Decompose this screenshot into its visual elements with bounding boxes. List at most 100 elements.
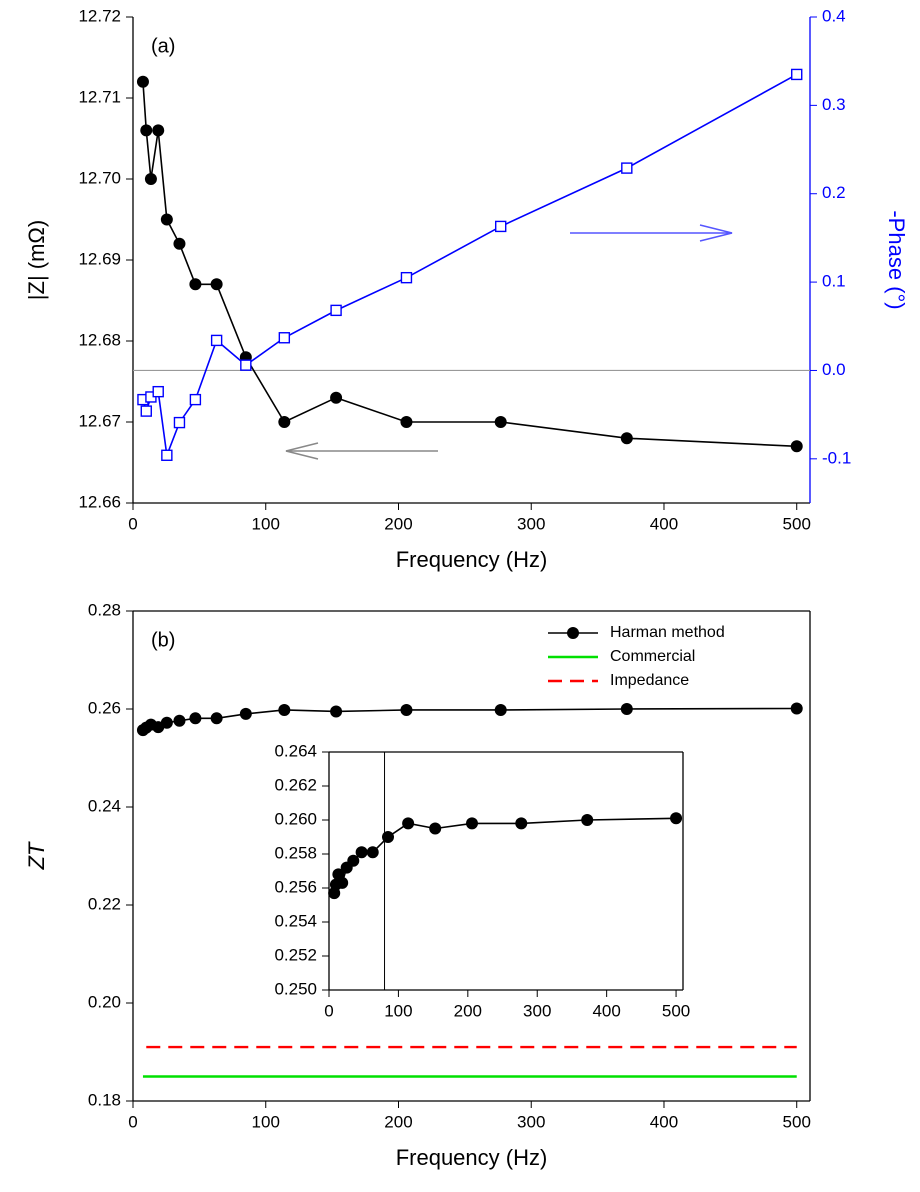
y2-tick-label: 0.3: [822, 95, 846, 114]
marker: [160, 716, 173, 729]
y-tick-label: 0.250: [274, 979, 317, 998]
x-tick-label: 500: [783, 1112, 811, 1131]
marker: [210, 278, 223, 291]
marker: [239, 707, 252, 720]
marker: [173, 237, 186, 250]
x-tick-label: 400: [592, 1001, 620, 1020]
marker: [355, 846, 368, 859]
marker: [140, 405, 152, 417]
y-tick-label: 0.262: [274, 775, 317, 794]
marker: [402, 817, 415, 830]
y-axis-title: |Z| (mΩ): [24, 220, 49, 300]
x-axis-title: Frequency (Hz): [396, 547, 548, 572]
marker: [173, 416, 186, 429]
y-tick-label: 12.66: [78, 492, 121, 511]
x-tick-label: 500: [783, 514, 811, 533]
series-line: [142, 73, 798, 456]
y2-tick-label: 0.0: [822, 360, 846, 379]
x-tick-label: 0: [128, 1112, 137, 1131]
marker: [173, 714, 186, 727]
marker: [581, 814, 594, 826]
x-tick-label: 200: [384, 1112, 412, 1131]
marker: [791, 68, 803, 81]
x-tick-label: 200: [384, 514, 412, 533]
marker: [161, 449, 173, 461]
marker: [240, 359, 252, 371]
marker: [189, 278, 202, 291]
marker: [400, 703, 413, 716]
marker: [495, 220, 507, 233]
x-tick-label: 0: [128, 514, 137, 533]
marker: [278, 416, 291, 428]
y-tick-label: 0.18: [88, 1090, 121, 1109]
marker: [144, 173, 157, 185]
marker: [465, 817, 478, 830]
y-tick-label: 0.252: [274, 945, 317, 964]
y-axis-title: ZT: [24, 841, 49, 870]
y-tick-label: 0.254: [274, 911, 317, 930]
marker: [515, 817, 528, 830]
legend-marker: [567, 627, 579, 639]
x-tick-label: 200: [454, 1001, 482, 1020]
y-tick-label: 0.260: [274, 809, 317, 828]
marker: [189, 393, 202, 406]
y-tick-label: 0.22: [88, 894, 121, 913]
y-tick-label: 12.72: [78, 6, 121, 25]
panel-label: (b): [151, 629, 175, 651]
x-tick-label: 300: [517, 514, 545, 533]
marker: [347, 854, 360, 867]
marker: [152, 124, 165, 137]
marker: [210, 712, 223, 725]
series-line: [142, 81, 797, 448]
x-tick-label: 300: [517, 1112, 545, 1131]
marker: [336, 876, 349, 889]
marker: [494, 703, 507, 716]
marker: [400, 271, 413, 284]
y2-tick-label: 0.1: [822, 272, 846, 291]
marker: [140, 124, 153, 137]
marker: [790, 702, 803, 715]
marker: [382, 831, 394, 843]
marker: [790, 440, 803, 453]
marker: [366, 846, 379, 859]
x-axis-title: Frequency (Hz): [396, 1145, 548, 1170]
marker: [621, 162, 633, 174]
x-tick-label: 100: [252, 1112, 280, 1131]
x-tick-label: 500: [662, 1001, 690, 1020]
marker: [330, 304, 342, 317]
marker: [152, 385, 164, 398]
marker: [330, 705, 343, 718]
x-tick-label: 400: [650, 514, 678, 533]
x-tick-label: 400: [650, 1112, 678, 1131]
y2-tick-label: 0.2: [822, 183, 846, 202]
legend-label: Impedance: [610, 672, 689, 689]
x-tick-label: 0: [324, 1001, 333, 1020]
y-tick-label: 0.26: [88, 698, 121, 717]
marker: [400, 416, 413, 428]
marker: [429, 822, 442, 835]
y-tick-label: 0.258: [274, 843, 317, 862]
panel-label: (a): [151, 35, 175, 57]
arrow-right: [570, 224, 733, 242]
y-tick-label: 12.69: [78, 249, 121, 268]
marker: [620, 703, 633, 715]
marker: [136, 75, 149, 88]
y-tick-label: 12.70: [78, 168, 121, 187]
marker: [278, 332, 291, 344]
y-tick-label: 0.24: [88, 796, 121, 815]
x-tick-label: 100: [384, 1001, 412, 1020]
legend-label: Harman method: [610, 624, 725, 641]
y2-axis-title: -Phase (°): [884, 210, 909, 309]
y-tick-label: 0.256: [274, 877, 317, 896]
x-tick-label: 100: [252, 514, 280, 533]
marker: [620, 432, 633, 445]
series-line: [333, 817, 677, 894]
arrow-left: [285, 442, 438, 460]
marker: [160, 213, 173, 226]
marker: [189, 712, 202, 725]
y2-tick-label: 0.4: [822, 6, 846, 25]
y-tick-label: 12.68: [78, 330, 121, 349]
y-tick-label: 0.20: [88, 992, 121, 1011]
y-tick-label: 0.264: [274, 741, 317, 760]
